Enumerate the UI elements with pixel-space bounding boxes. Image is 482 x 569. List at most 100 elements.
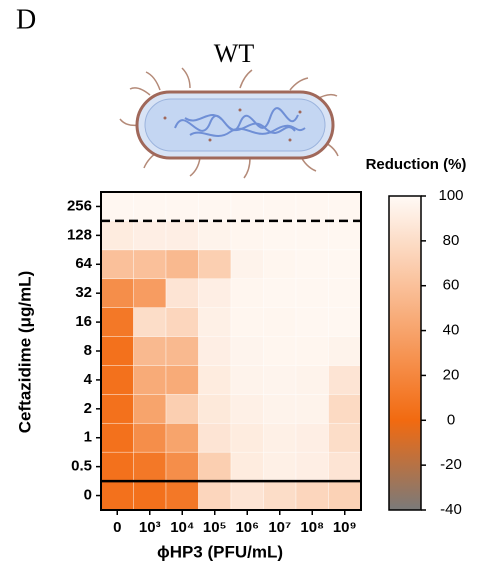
heatmap-cell: [166, 452, 199, 481]
heatmap-cell: [101, 337, 134, 366]
heatmap-cell: [329, 250, 362, 279]
heatmap-cell: [264, 365, 297, 394]
y-tick-label: 16: [75, 313, 92, 330]
heatmap-cell: [134, 192, 167, 221]
heatmap-cell: [101, 279, 134, 308]
heatmap-cell: [296, 192, 329, 221]
heatmap-cell: [329, 337, 362, 366]
heatmap-cell: [166, 250, 199, 279]
heatmap-cell: [101, 221, 134, 250]
heatmap-cell: [329, 192, 362, 221]
heatmap-cell: [199, 394, 232, 423]
heatmap-cell: [329, 452, 362, 481]
heatmap-cell: [231, 250, 264, 279]
x-axis-label: ϕHP3 (PFU/mL): [157, 542, 283, 561]
heatmap-cell: [166, 221, 199, 250]
heatmap-cell: [264, 279, 297, 308]
heatmap-cell: [166, 308, 199, 337]
y-tick-label: 64: [75, 255, 92, 272]
heatmap-cell: [166, 481, 199, 510]
heatmap-cell: [101, 192, 134, 221]
x-tick-label: 0: [113, 519, 121, 536]
heatmap-cell: [166, 365, 199, 394]
heatmap-cell: [134, 394, 167, 423]
heatmap-cell: [199, 279, 232, 308]
bacterium-icon: [120, 68, 338, 178]
heatmap-cell: [134, 423, 167, 452]
heatmap-cell: [329, 481, 362, 510]
heatmap-cell: [231, 394, 264, 423]
y-tick-label: 0: [84, 487, 92, 504]
heatmap-cell: [296, 279, 329, 308]
heatmap-cell: [231, 365, 264, 394]
heatmap-cell: [329, 423, 362, 452]
heatmap-cell: [101, 452, 134, 481]
heatmap-cell: [166, 423, 199, 452]
heatmap-cell: [134, 221, 167, 250]
heatmap-cell: [166, 394, 199, 423]
heatmap-cell: [134, 279, 167, 308]
heatmap-cell: [296, 452, 329, 481]
colorbar-title: Reduction (%): [366, 156, 467, 173]
heatmap-cell: [101, 365, 134, 394]
heatmap-cell: [231, 423, 264, 452]
y-tick-label: 4: [84, 371, 93, 388]
heatmap-cell: [134, 308, 167, 337]
x-tick-label: 10⁹: [333, 519, 357, 536]
colorbar-tick-label: 80: [443, 232, 460, 249]
heatmap-cell: [231, 221, 264, 250]
y-tick-label: 8: [84, 342, 92, 359]
y-axis-label: Ceftazidime (μg/mL): [15, 271, 34, 433]
x-tick-label: 10⁶: [235, 519, 259, 536]
colorbar-tick-label: 40: [443, 322, 460, 339]
heatmap-cell: [329, 279, 362, 308]
colorbar-tick-label: 60: [443, 277, 460, 294]
heatmap-cell: [134, 481, 167, 510]
heatmap-cell: [264, 481, 297, 510]
heatmap-cell: [329, 394, 362, 423]
heatmap-cell: [231, 481, 264, 510]
colorbar-tick-label: -20: [440, 456, 462, 473]
y-tick-label: 1: [84, 429, 92, 446]
heatmap-cell: [199, 423, 232, 452]
heatmap-cell: [264, 452, 297, 481]
heatmap-cell: [134, 250, 167, 279]
heatmap-cell: [101, 481, 134, 510]
heatmap-cell: [329, 365, 362, 394]
heatmap-cell: [166, 279, 199, 308]
heatmap-cell: [264, 250, 297, 279]
y-tick-label: 256: [67, 197, 92, 214]
heatmap-cell: [199, 192, 232, 221]
heatmap-cell: [231, 279, 264, 308]
heatmap-cell: [231, 192, 264, 221]
heatmap-cell: [199, 481, 232, 510]
colorbar-tick-label: 20: [443, 366, 460, 383]
heatmap-cell: [101, 250, 134, 279]
colorbar-tick-label: 0: [447, 411, 455, 428]
colorbar-tick-label: 100: [438, 187, 463, 204]
heatmap-cell: [296, 365, 329, 394]
heatmap-cell: [199, 250, 232, 279]
heatmap-cell: [231, 308, 264, 337]
heatmap-cell: [199, 308, 232, 337]
heatmap-cell: [231, 337, 264, 366]
heatmap-cell: [199, 452, 232, 481]
heatmap-cell: [296, 481, 329, 510]
heatmap-cell: [101, 308, 134, 337]
heatmap-cell: [101, 423, 134, 452]
y-tick-label: 128: [67, 226, 92, 243]
heatmap-cell: [296, 337, 329, 366]
heatmap-cell: [264, 423, 297, 452]
chart-title: WT: [214, 39, 255, 68]
heatmap-cell: [264, 192, 297, 221]
heatmap-cell: [199, 337, 232, 366]
y-tick-label: 32: [75, 284, 92, 301]
heatmap-cell: [199, 221, 232, 250]
heatmap-cell: [264, 394, 297, 423]
heatmap-cell: [296, 394, 329, 423]
heatmap-cell: [329, 221, 362, 250]
x-tick-label: 10⁸: [300, 519, 324, 536]
heatmap-cell: [329, 308, 362, 337]
heatmap-cell: [134, 452, 167, 481]
x-tick-label: 10⁵: [203, 519, 227, 536]
